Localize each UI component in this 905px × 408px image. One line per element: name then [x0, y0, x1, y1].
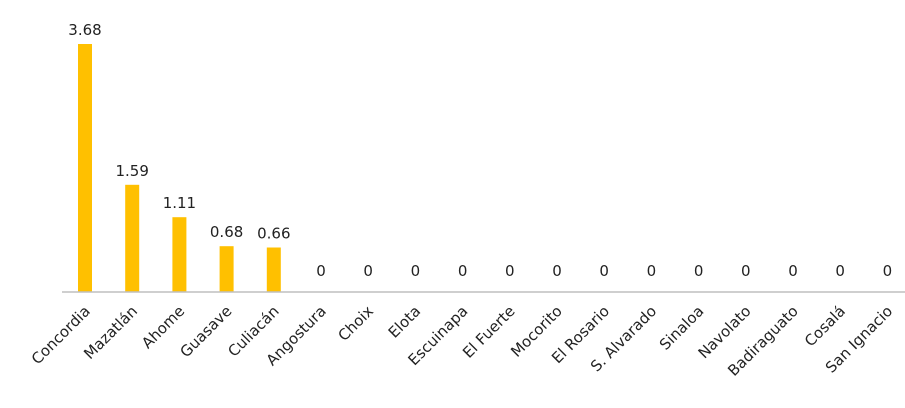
bar-ahome [172, 217, 187, 292]
data-label: 0 [694, 262, 704, 280]
data-labels-group: 3.68 1.59 1.11 0.68 0.66 0 0 0 0 0 0 0 0 0 0 0 0 0 [68, 21, 892, 280]
data-label: 0 [458, 262, 468, 280]
data-label: 0 [883, 262, 893, 280]
data-label: 0 [316, 262, 326, 280]
bars-group [78, 44, 281, 292]
data-label: 0 [647, 262, 657, 280]
data-label: 0.66 [257, 225, 290, 243]
data-label: 0 [741, 262, 751, 280]
data-label: 0 [363, 262, 373, 280]
data-label: 0 [835, 262, 845, 280]
x-tick-label: Concordia [28, 302, 94, 368]
x-tick-labels-group: ConcordiaMazatlánAhomeGuasaveCuliacánAng… [28, 302, 896, 380]
x-tick-label: Elota [385, 302, 425, 342]
data-label: 1.11 [163, 194, 196, 212]
data-label: 1.59 [115, 162, 148, 180]
x-tick-label: Choix [334, 302, 377, 345]
x-tick-label: El Fuerte [459, 302, 519, 362]
data-label: 0 [599, 262, 609, 280]
bar-mazatl-n [125, 184, 140, 292]
bar-guasave [219, 246, 234, 292]
data-label: 0 [411, 262, 421, 280]
data-label: 0 [552, 262, 562, 280]
bar-concordia [78, 44, 92, 292]
data-label: 0 [788, 262, 798, 280]
data-label: 0 [505, 262, 515, 280]
x-tick-label: Guasave [176, 302, 235, 361]
data-label: 0.68 [210, 223, 243, 241]
bar-culiac-n [266, 247, 281, 292]
data-label: 3.68 [68, 21, 101, 39]
